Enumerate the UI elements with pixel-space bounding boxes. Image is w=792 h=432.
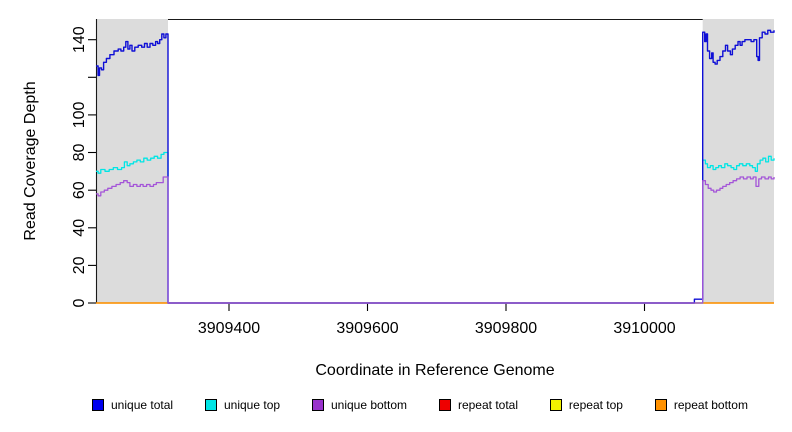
svg-text:3909800: 3909800 (475, 320, 537, 337)
legend-label: repeat top (568, 398, 623, 412)
svg-text:100: 100 (71, 101, 88, 128)
legend-item: repeat bottom (654, 398, 748, 412)
svg-text:0: 0 (71, 298, 88, 307)
svg-text:3909400: 3909400 (198, 320, 260, 337)
legend-label: repeat total (457, 398, 518, 412)
svg-text:40: 40 (71, 219, 88, 237)
legend-swatch-icon (92, 399, 104, 411)
legend-label: repeat bottom (673, 398, 748, 412)
legend-swatch-icon (438, 399, 451, 411)
legend-label: unique bottom (330, 398, 408, 412)
legend-swatch-icon (549, 399, 562, 411)
legend-item: unique total (92, 398, 173, 412)
legend-swatch-icon (204, 399, 217, 411)
legend-swatch-icon (654, 399, 667, 411)
svg-text:20: 20 (71, 256, 88, 274)
legend-item: repeat total (438, 398, 518, 412)
svg-text:3910000: 3910000 (613, 320, 675, 337)
legend-label: unique total (111, 398, 174, 412)
y-axis-title: Read Coverage Depth (22, 81, 39, 241)
svg-text:140: 140 (71, 26, 88, 53)
legend: unique total unique top unique bottom re… (92, 398, 748, 412)
svg-text:60: 60 (71, 181, 88, 199)
legend-item: unique bottom (311, 398, 408, 412)
svg-text:80: 80 (71, 144, 88, 162)
legend-swatch-icon (311, 399, 324, 411)
x-axis-title: Coordinate in Reference Genome (315, 362, 555, 379)
svg-text:3909600: 3909600 (336, 320, 398, 337)
legend-item: unique top (204, 398, 281, 412)
legend-item: repeat top (549, 398, 623, 412)
legend-label: unique top (223, 398, 281, 412)
